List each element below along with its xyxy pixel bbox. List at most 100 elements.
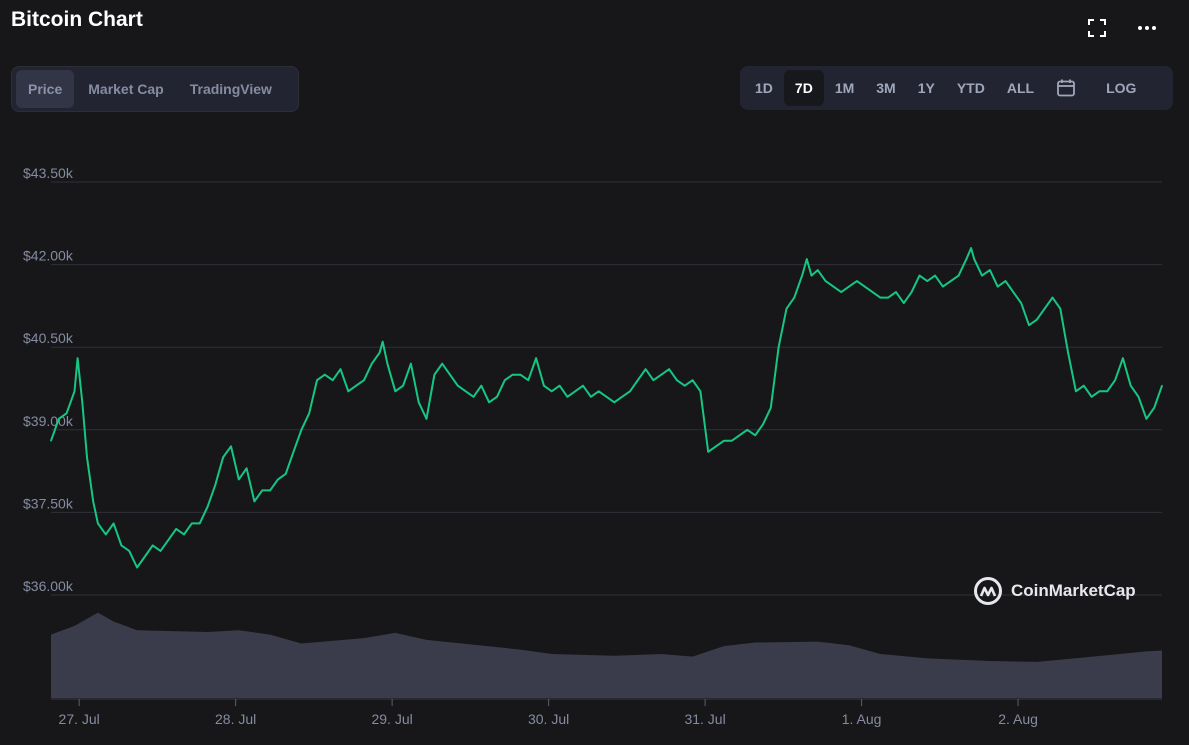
data-point bbox=[840, 291, 842, 293]
log-toggle[interactable]: LOG bbox=[1106, 80, 1137, 96]
data-point bbox=[856, 280, 858, 282]
data-point bbox=[738, 434, 741, 437]
data-point bbox=[65, 412, 68, 415]
range-tabs: 1D 7D 1M 3M 1Y YTD ALL LOG bbox=[740, 66, 1173, 110]
range-all[interactable]: ALL bbox=[1006, 80, 1035, 96]
x-tick-label: 30. Jul bbox=[528, 711, 569, 727]
data-point bbox=[105, 533, 107, 536]
data-point bbox=[605, 396, 608, 398]
tab-price[interactable]: Price bbox=[16, 70, 75, 108]
data-point bbox=[449, 373, 451, 376]
data-point bbox=[754, 434, 756, 437]
data-point bbox=[300, 429, 303, 431]
data-point bbox=[472, 396, 475, 398]
x-tick-label: 29. Jul bbox=[371, 711, 412, 727]
data-point bbox=[175, 528, 177, 530]
range-1d[interactable]: 1D bbox=[755, 80, 773, 96]
data-point bbox=[957, 274, 960, 277]
data-point bbox=[965, 258, 968, 260]
data-point bbox=[806, 258, 808, 260]
data-point bbox=[668, 368, 670, 371]
data-point bbox=[1114, 379, 1116, 382]
data-point bbox=[879, 296, 882, 299]
data-point bbox=[1067, 351, 1069, 354]
data-point bbox=[558, 384, 561, 387]
data-point bbox=[81, 401, 84, 404]
data-point bbox=[308, 412, 311, 415]
x-tick-label: 2. Aug bbox=[998, 711, 1038, 727]
fullscreen-icon[interactable] bbox=[1085, 14, 1109, 42]
data-point bbox=[903, 302, 905, 304]
data-point bbox=[1145, 418, 1148, 420]
data-point bbox=[230, 445, 232, 448]
data-point bbox=[887, 296, 889, 299]
page-title: Bitcoin Chart bbox=[11, 8, 143, 31]
x-tick-label: 28. Jul bbox=[215, 711, 256, 727]
range-ytd[interactable]: YTD bbox=[956, 80, 985, 96]
data-point bbox=[120, 544, 123, 547]
data-point bbox=[378, 351, 381, 354]
coinmarketcap-logo-icon bbox=[974, 577, 1002, 605]
data-point bbox=[371, 362, 373, 365]
data-point bbox=[801, 274, 803, 277]
data-point bbox=[269, 489, 271, 492]
data-point bbox=[1059, 307, 1062, 310]
data-point bbox=[910, 291, 913, 293]
data-point bbox=[402, 384, 404, 387]
data-point bbox=[723, 440, 725, 442]
x-tick-label: 31. Jul bbox=[684, 711, 725, 727]
data-point bbox=[214, 484, 217, 486]
data-point bbox=[488, 401, 490, 404]
range-3m[interactable]: 3M bbox=[876, 80, 896, 96]
data-point bbox=[637, 379, 639, 382]
data-point bbox=[950, 280, 952, 282]
data-point bbox=[863, 285, 866, 288]
data-point bbox=[942, 285, 944, 288]
tab-market-cap[interactable]: Market Cap bbox=[88, 81, 164, 97]
data-point bbox=[770, 407, 772, 409]
data-point bbox=[785, 307, 788, 310]
range-1y[interactable]: 1Y bbox=[917, 80, 935, 96]
y-tick-label: $36.00k bbox=[23, 578, 74, 594]
data-point bbox=[1090, 396, 1093, 398]
more-icon[interactable] bbox=[1135, 14, 1159, 42]
range-7d[interactable]: 7D bbox=[783, 70, 824, 106]
calendar-icon[interactable] bbox=[1045, 70, 1087, 106]
tab-tradingview[interactable]: TradingView bbox=[189, 81, 272, 97]
data-point bbox=[777, 346, 780, 349]
data-point bbox=[543, 384, 545, 387]
data-point bbox=[871, 291, 874, 293]
data-point bbox=[1083, 384, 1085, 387]
data-point bbox=[926, 280, 929, 282]
data-point bbox=[92, 500, 94, 503]
data-point bbox=[652, 379, 655, 382]
data-point bbox=[457, 384, 459, 387]
data-point bbox=[144, 555, 146, 558]
range-1m[interactable]: 1M bbox=[834, 80, 855, 96]
data-point bbox=[1129, 384, 1132, 387]
data-point bbox=[128, 550, 130, 552]
data-point bbox=[934, 274, 936, 277]
data-point bbox=[613, 401, 616, 404]
data-point bbox=[464, 390, 467, 393]
data-point bbox=[410, 362, 412, 365]
data-point bbox=[832, 285, 835, 288]
data-point bbox=[535, 357, 537, 360]
data-point bbox=[206, 506, 209, 508]
y-tick-label: $39.00k bbox=[23, 413, 74, 429]
data-point bbox=[707, 451, 709, 453]
data-point bbox=[519, 373, 522, 376]
data-point bbox=[76, 357, 79, 360]
y-tick-label: $40.50k bbox=[23, 330, 74, 346]
data-point bbox=[691, 379, 694, 382]
data-point bbox=[222, 456, 224, 459]
data-point bbox=[660, 373, 663, 376]
data-point bbox=[918, 274, 921, 277]
data-point bbox=[762, 423, 764, 426]
data-point bbox=[112, 522, 115, 525]
data-point bbox=[151, 544, 154, 547]
data-point bbox=[810, 274, 813, 277]
data-point bbox=[324, 373, 326, 376]
data-point bbox=[183, 533, 185, 536]
data-point bbox=[981, 274, 983, 277]
